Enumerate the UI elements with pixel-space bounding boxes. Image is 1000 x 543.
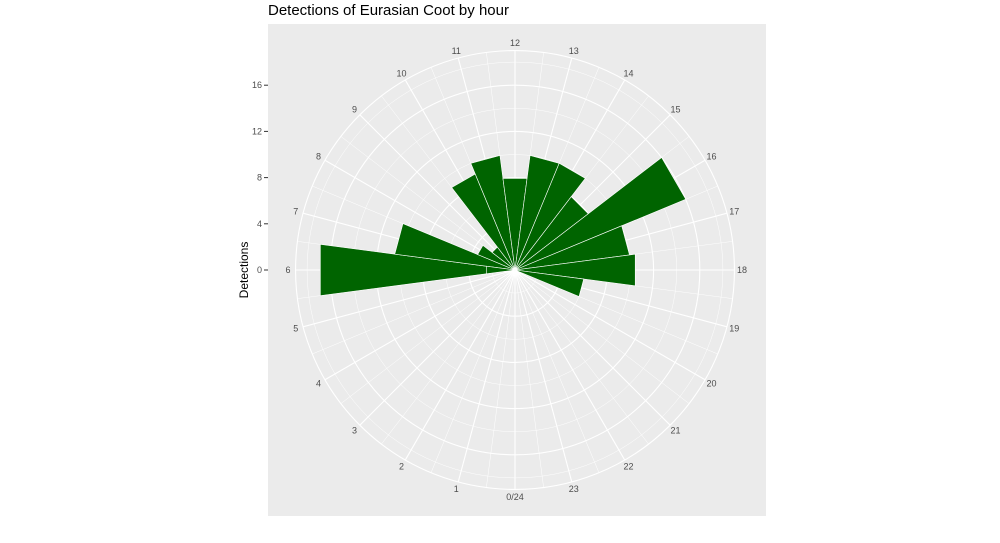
y-tick-label: 16 [252, 80, 262, 90]
hour-label: 7 [293, 206, 298, 216]
grid-spoke-minor [340, 269, 516, 404]
hour-label: 22 [623, 462, 633, 472]
grid-spoke-minor [514, 269, 690, 404]
bar-hour-18 [486, 253, 636, 287]
hour-label: 8 [316, 152, 321, 162]
hour-label: 4 [316, 378, 321, 388]
hour-label: 10 [397, 68, 407, 78]
grid-spoke-minor [312, 269, 516, 355]
hour-label: 20 [707, 378, 717, 388]
grid-spoke [359, 114, 516, 271]
bars-layer [320, 155, 687, 297]
bar-hour-19 [514, 269, 585, 297]
grid-spoke-minor [514, 269, 649, 445]
hour-label: 18 [737, 265, 747, 275]
hour-label: 15 [670, 105, 680, 115]
y-axis: 0 4 8 12 16 [252, 80, 268, 275]
hour-label: 11 [452, 46, 461, 56]
hour-label: 19 [729, 324, 739, 334]
hour-label: 3 [352, 425, 357, 435]
hour-label: 21 [670, 425, 680, 435]
hour-label: 13 [569, 46, 579, 56]
grid-spoke [514, 269, 671, 426]
chart-title: Detections of Eurasian Coot by hour [268, 2, 509, 19]
grid-spoke-minor [514, 269, 600, 473]
bar-hour-7 [394, 223, 516, 271]
grid-spoke-minor [430, 269, 516, 473]
grid-spoke-minor [486, 269, 516, 488]
y-tick-label: 8 [257, 173, 262, 183]
hour-label: 16 [707, 152, 717, 162]
hour-label: 6 [286, 265, 291, 275]
grid-spoke [359, 269, 516, 426]
hour-label: 23 [569, 484, 579, 494]
hour-label: 14 [623, 68, 633, 78]
hour-label: 1 [454, 484, 459, 494]
grid-spoke [404, 269, 516, 461]
y-tick-label: 4 [257, 219, 262, 229]
hour-label: 0/24 [506, 492, 524, 502]
hour-label: 17 [729, 206, 739, 216]
grid-spoke [514, 269, 573, 483]
y-axis-title: Detections [237, 242, 251, 299]
grid-spoke [302, 269, 516, 328]
y-tick-label: 12 [252, 126, 262, 136]
y-tick-label: 0 [257, 265, 262, 275]
hour-label: 9 [352, 105, 357, 115]
hour-label: 12 [510, 38, 520, 48]
hour-label: 5 [293, 324, 298, 334]
grid-spoke-minor [381, 269, 516, 445]
grid-spoke [514, 269, 706, 381]
grid-spoke [324, 269, 516, 381]
hour-labels: 0/24123456789101112131415161718192021222… [286, 38, 747, 502]
grid-spoke-minor [514, 269, 544, 488]
grid-spoke [457, 269, 516, 483]
grid-spoke [514, 269, 626, 461]
hour-label: 2 [399, 462, 404, 472]
